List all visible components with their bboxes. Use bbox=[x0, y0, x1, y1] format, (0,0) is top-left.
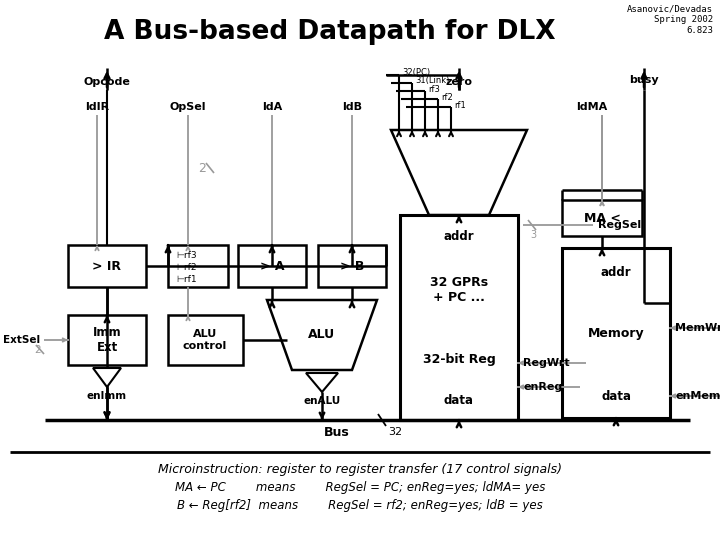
Text: ldMA: ldMA bbox=[577, 102, 608, 112]
Text: RegSel: RegSel bbox=[598, 220, 641, 230]
Text: enReg: enReg bbox=[523, 382, 562, 392]
Text: 32: 32 bbox=[388, 427, 402, 437]
Text: data: data bbox=[601, 389, 631, 402]
Text: 2: 2 bbox=[198, 161, 206, 174]
Text: data: data bbox=[444, 394, 474, 407]
Text: ⊢rf2: ⊢rf2 bbox=[176, 262, 197, 272]
Text: A Bus-based Datapath for DLX: A Bus-based Datapath for DLX bbox=[104, 19, 556, 45]
Text: > B: > B bbox=[340, 260, 364, 273]
Text: ALU
control: ALU control bbox=[183, 329, 227, 351]
Text: 32(PC): 32(PC) bbox=[402, 69, 430, 78]
Text: Imm
Ext: Imm Ext bbox=[93, 326, 121, 354]
Text: Opcode: Opcode bbox=[84, 77, 130, 87]
Polygon shape bbox=[391, 130, 527, 215]
Text: ldB: ldB bbox=[342, 102, 362, 112]
Text: busy: busy bbox=[629, 75, 659, 85]
Text: 31(Link): 31(Link) bbox=[415, 77, 449, 85]
Text: ⊢rf3: ⊢rf3 bbox=[176, 251, 197, 260]
Text: ldA: ldA bbox=[262, 102, 282, 112]
Bar bbox=[68, 315, 146, 365]
Text: zero: zero bbox=[446, 77, 472, 87]
Text: ldIR: ldIR bbox=[85, 102, 109, 112]
Text: ExtSel: ExtSel bbox=[3, 335, 40, 345]
Text: OpSel: OpSel bbox=[170, 102, 206, 112]
Bar bbox=[168, 315, 243, 365]
Bar bbox=[562, 248, 670, 418]
Text: B ← Reg[rf2]  means        RegSel = rf2; enReg=yes; ldB = yes: B ← Reg[rf2] means RegSel = rf2; enReg=y… bbox=[177, 498, 543, 511]
Text: > A: > A bbox=[260, 260, 284, 273]
Text: ALU: ALU bbox=[308, 328, 336, 341]
Bar bbox=[68, 245, 146, 287]
Text: rf2: rf2 bbox=[441, 92, 453, 102]
Bar bbox=[562, 200, 642, 236]
Polygon shape bbox=[267, 300, 377, 370]
Polygon shape bbox=[306, 373, 338, 392]
Text: rf3: rf3 bbox=[428, 84, 440, 93]
Text: > IR: > IR bbox=[92, 260, 122, 273]
Text: Memory: Memory bbox=[588, 327, 644, 340]
Bar bbox=[318, 245, 386, 287]
Text: MemWrt: MemWrt bbox=[675, 323, 720, 333]
Bar bbox=[238, 245, 306, 287]
Text: Microinstruction: register to register transfer (17 control signals): Microinstruction: register to register t… bbox=[158, 462, 562, 476]
Text: MA <: MA < bbox=[584, 212, 621, 225]
Text: 3: 3 bbox=[530, 230, 536, 240]
Text: enImm: enImm bbox=[87, 391, 127, 401]
Text: ⊢rf1: ⊢rf1 bbox=[176, 274, 197, 284]
Polygon shape bbox=[93, 368, 121, 387]
Bar bbox=[400, 215, 518, 420]
Text: enMem: enMem bbox=[675, 391, 720, 401]
Text: RegWrt: RegWrt bbox=[523, 358, 570, 368]
Text: 32-bit Reg: 32-bit Reg bbox=[423, 354, 495, 367]
Text: Asanovic/Devadas
Spring 2002
6.823: Asanovic/Devadas Spring 2002 6.823 bbox=[627, 5, 713, 35]
Text: enALU: enALU bbox=[303, 396, 341, 406]
Text: 32 GPRs
+ PC ...: 32 GPRs + PC ... bbox=[430, 276, 488, 304]
Text: rf1: rf1 bbox=[454, 100, 466, 110]
Text: addr: addr bbox=[444, 231, 474, 244]
Text: 2: 2 bbox=[35, 345, 41, 355]
Text: Bus: Bus bbox=[324, 426, 350, 438]
Text: MA ← PC        means        RegSel = PC; enReg=yes; ldMA= yes: MA ← PC means RegSel = PC; enReg=yes; ld… bbox=[175, 481, 545, 494]
Bar bbox=[168, 245, 228, 287]
Text: addr: addr bbox=[600, 267, 631, 280]
